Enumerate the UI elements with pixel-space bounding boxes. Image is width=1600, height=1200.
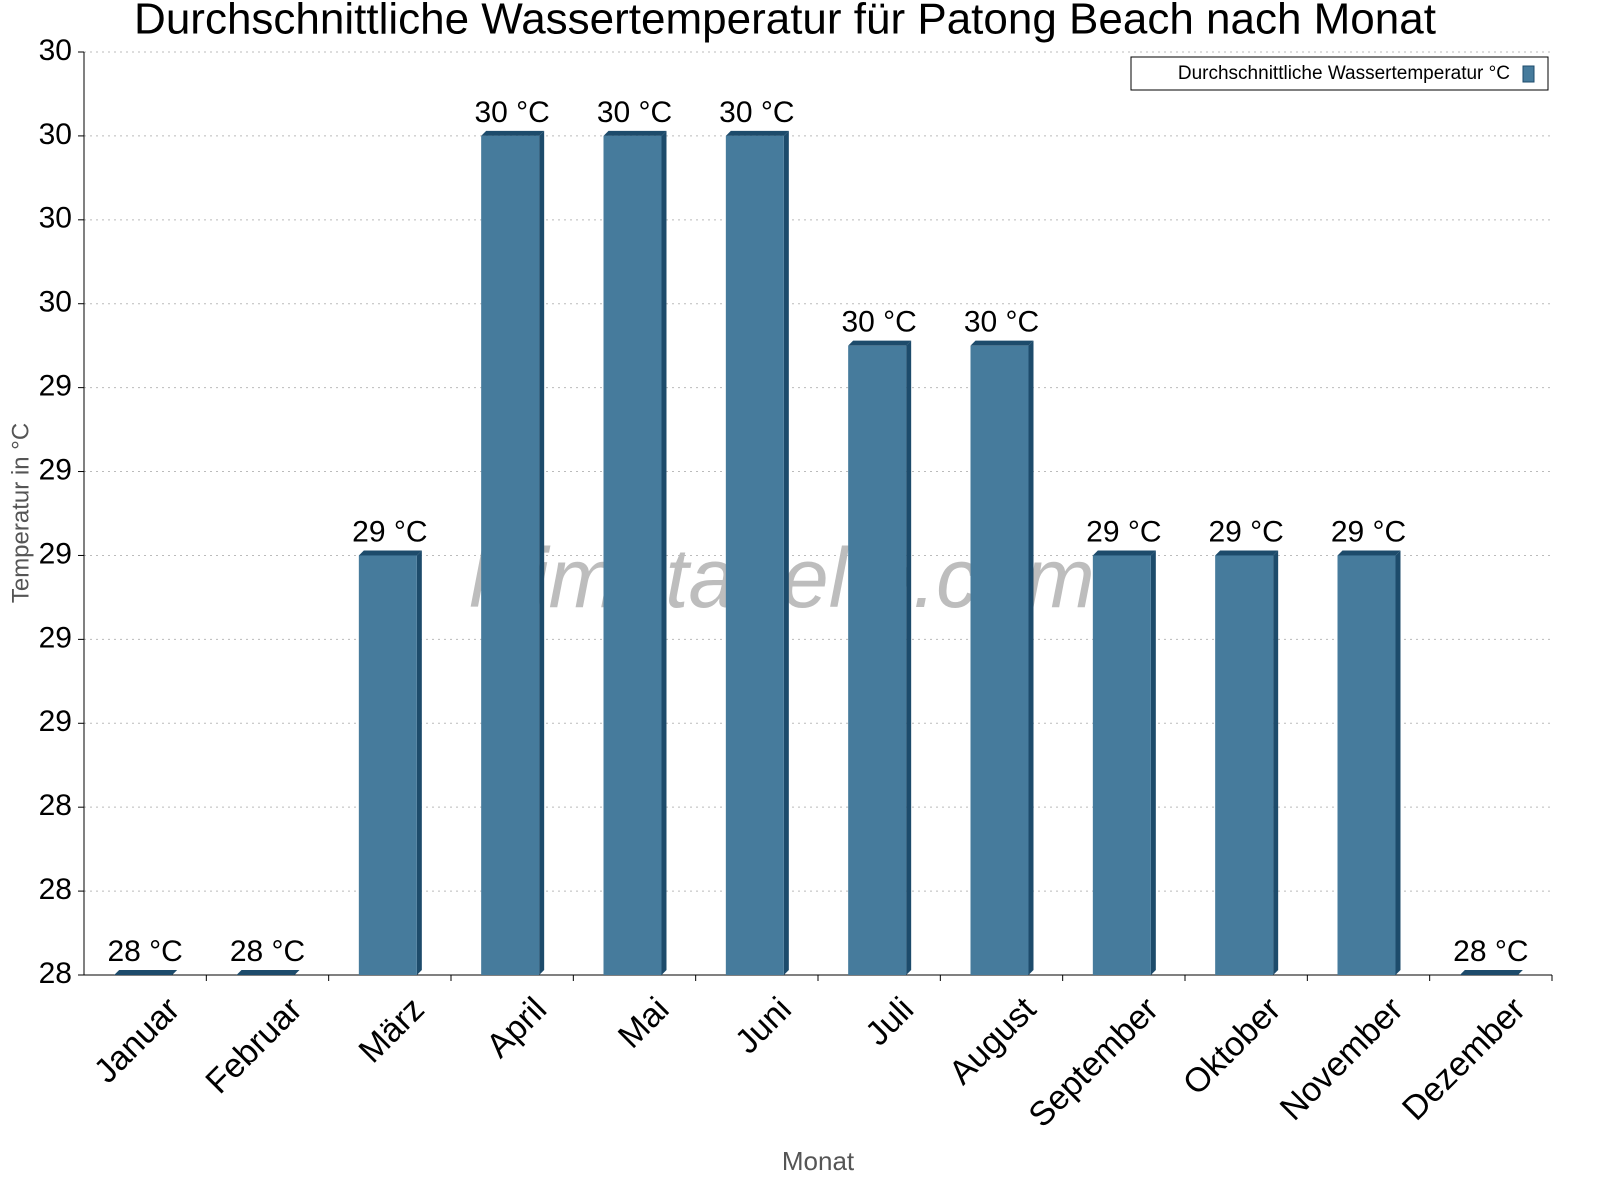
x-tick-label: Februar [198, 990, 309, 1101]
value-label: 29 °C [1331, 515, 1406, 548]
legend-swatch [1522, 65, 1535, 83]
x-tick-label: Dezember [1395, 990, 1533, 1128]
bar [603, 135, 662, 976]
x-tick-label: Mai [611, 990, 677, 1056]
x-tick-label: September [1021, 990, 1165, 1134]
y-tick-label: 29 [39, 621, 72, 654]
value-label: 28 °C [230, 935, 305, 968]
bar-side [1273, 550, 1279, 975]
value-label: 30 °C [597, 96, 672, 129]
y-tick-label: 29 [39, 370, 72, 403]
value-label: 29 °C [1208, 515, 1283, 548]
y-axis-label: Temperatur in °C [7, 423, 34, 603]
bar-top [1092, 550, 1156, 556]
bar-top [725, 130, 789, 136]
value-label: 30 °C [964, 306, 1039, 339]
bar [725, 135, 784, 976]
x-tick-label: August [942, 990, 1044, 1092]
legend-box [1130, 56, 1549, 91]
value-label: 28 °C [107, 935, 182, 968]
bar-top [481, 130, 545, 136]
bar-side [416, 550, 422, 975]
x-tick-label: Juli [858, 990, 921, 1053]
y-tick-label: 30 [39, 286, 72, 319]
value-label: 30 °C [474, 96, 549, 129]
bar-side [1395, 550, 1401, 975]
bar-top [1459, 970, 1523, 975]
bar-side [539, 130, 545, 976]
chart-title: Durchschnittliche Wassertemperatur für P… [134, 0, 1436, 44]
y-tick-label: 28 [39, 789, 72, 822]
x-tick-label: Oktober [1176, 990, 1288, 1102]
y-tick-label: 28 [39, 873, 72, 906]
value-label: 30 °C [719, 96, 794, 129]
bar [1092, 555, 1151, 975]
x-tick-label: April [479, 990, 554, 1065]
value-label: 29 °C [352, 515, 427, 548]
x-tick-label: November [1273, 990, 1411, 1128]
bar-top [970, 340, 1034, 346]
value-label: 28 °C [1453, 935, 1528, 968]
y-tick-label: 29 [39, 705, 72, 738]
x-tick-label: Januar [87, 990, 187, 1090]
bar-side [661, 130, 667, 976]
value-label: 30 °C [841, 306, 916, 339]
legend-label: Durchschnittliche Wassertemperatur °C [1178, 63, 1510, 84]
bar-side [783, 130, 789, 976]
bar [358, 555, 417, 975]
x-axis-label: Monat [782, 1146, 855, 1176]
bar [1337, 555, 1396, 975]
bar-side [1150, 550, 1156, 975]
bar-top [1337, 550, 1401, 556]
y-tick-label: 30 [39, 118, 72, 151]
x-tick-label: Juni [728, 990, 799, 1061]
bar [970, 345, 1029, 975]
y-tick-label: 29 [39, 537, 72, 570]
bar-top [848, 340, 912, 346]
bar-side [1028, 340, 1034, 975]
bar-top [603, 130, 667, 136]
x-tick-label: März [352, 990, 432, 1070]
bar-side [906, 340, 912, 975]
value-label: 29 °C [1086, 515, 1161, 548]
bar-top [236, 970, 300, 975]
bar [848, 345, 907, 975]
bar-top [1215, 550, 1279, 556]
bar-top [114, 970, 178, 975]
y-tick-label: 29 [39, 453, 72, 486]
bar-top [358, 550, 422, 556]
bar [1215, 555, 1274, 975]
y-tick-label: 28 [39, 957, 72, 990]
y-tick-label: 30 [39, 202, 72, 235]
y-tick-label: 30 [39, 34, 72, 67]
bar [481, 135, 540, 976]
